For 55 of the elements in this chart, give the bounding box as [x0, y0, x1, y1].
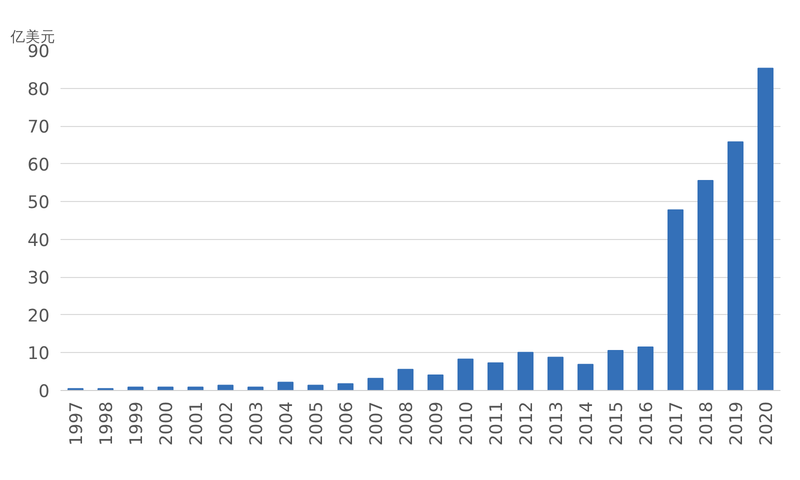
x-tick-label: 2008 [397, 401, 417, 446]
y-tick-label: 10 [27, 344, 50, 364]
x-tick-label: 2015 [607, 401, 627, 446]
bar [578, 364, 594, 390]
y-tick-label: 70 [27, 118, 50, 138]
bar [608, 350, 624, 390]
bar [128, 386, 144, 390]
x-tick-label: 2009 [427, 401, 447, 446]
bar [668, 209, 684, 390]
x-tick-label: 2016 [637, 401, 657, 446]
bar [218, 384, 234, 390]
bar [278, 382, 294, 390]
x-tick-label: 2019 [727, 401, 747, 446]
x-tick-label: 1998 [97, 401, 117, 446]
y-tick-label: 20 [27, 306, 50, 326]
bar [548, 356, 564, 390]
bar [368, 378, 384, 390]
x-tick-label: 2000 [157, 401, 177, 446]
bar [638, 346, 654, 390]
x-tick-label: 2020 [757, 401, 777, 446]
bar [248, 386, 264, 390]
y-tick-label: 60 [27, 155, 50, 176]
y-tick-label: 40 [27, 230, 50, 251]
x-tick-label: 2018 [697, 401, 717, 446]
x-tick-label: 2010 [457, 401, 477, 446]
x-tick-label: 2014 [577, 401, 597, 446]
x-tick-label: 2006 [337, 401, 357, 446]
y-tick-label: 0 [38, 382, 50, 402]
x-tick-label: 2011 [487, 401, 507, 446]
x-tick-label: 2017 [667, 401, 687, 446]
x-tick-label: 2007 [367, 401, 387, 446]
bar [698, 180, 714, 390]
x-tick-label: 2005 [307, 401, 327, 446]
bar [458, 358, 474, 390]
bar [158, 386, 174, 390]
x-tick-label: 2012 [517, 401, 537, 446]
y-tick-label: 30 [27, 268, 50, 289]
bar [758, 68, 774, 390]
bar [308, 384, 324, 390]
x-tick-label: 1999 [127, 401, 147, 446]
x-tick-label: 2004 [277, 401, 297, 446]
y-tick-label: 80 [27, 80, 50, 100]
x-tick-label: 2001 [187, 401, 207, 446]
bar [518, 352, 534, 390]
bar [488, 362, 504, 390]
x-tick-label: 1997 [67, 401, 87, 446]
x-tick-label: 2013 [547, 401, 567, 446]
bar [728, 141, 744, 390]
bar [398, 368, 414, 390]
x-tick-label: 2003 [247, 401, 267, 446]
x-tick-label: 2002 [217, 401, 237, 446]
bar [428, 374, 444, 390]
bar [338, 383, 354, 390]
y-tick-label: 50 [27, 193, 50, 214]
bar [188, 386, 204, 390]
